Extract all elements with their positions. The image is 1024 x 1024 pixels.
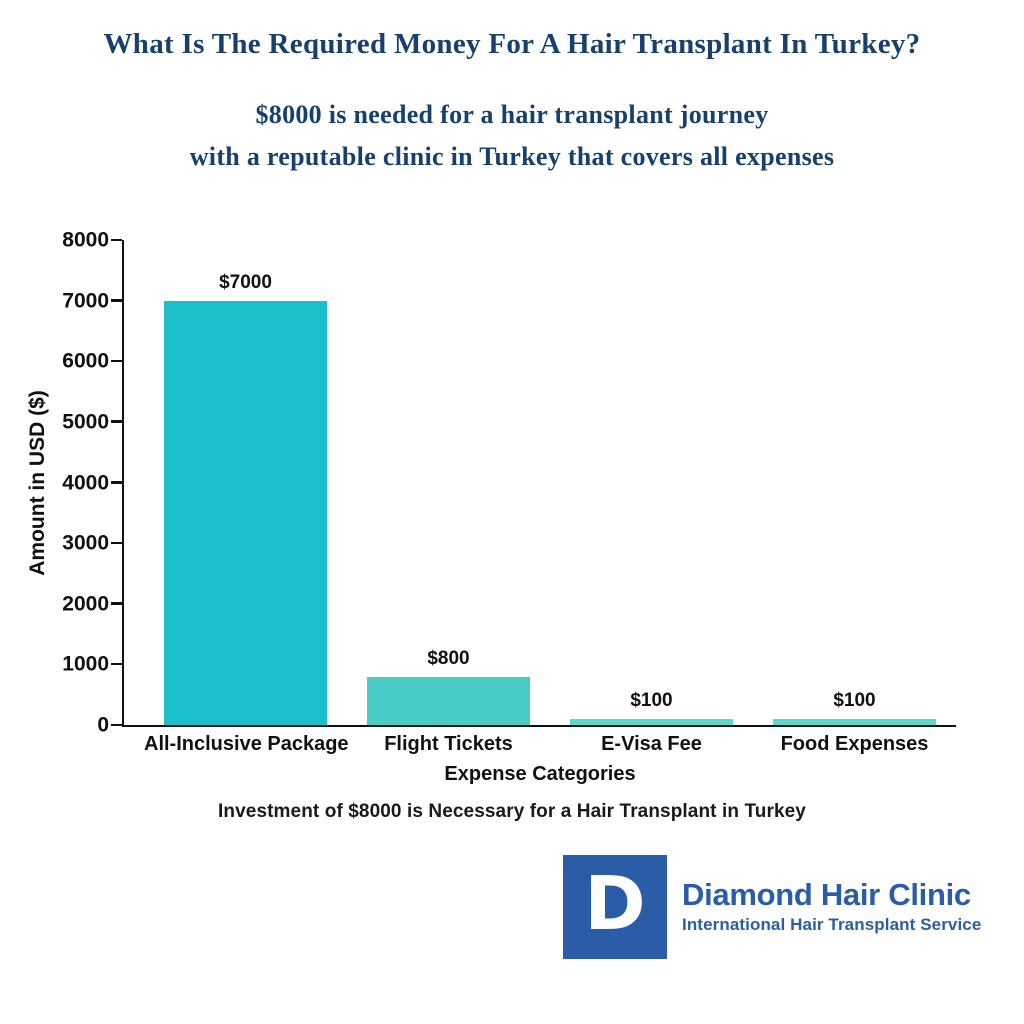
- logo-monogram: D: [584, 861, 646, 947]
- subtitle-line-2: with a reputable clinic in Turkey that c…: [189, 142, 835, 171]
- bars: $7000 $800 $100 $100: [144, 240, 956, 725]
- bar-slot: $100: [550, 240, 753, 725]
- x-axis-label: Expense Categories: [444, 763, 636, 785]
- y-tick-mark: [111, 481, 122, 484]
- x-category-label: All-Inclusive Package: [144, 733, 349, 755]
- x-category-label: Food Expenses: [780, 733, 929, 755]
- bar: $7000: [164, 272, 327, 725]
- y-tick-mark: [111, 420, 122, 423]
- x-category-label: Flight Tickets: [384, 733, 513, 755]
- y-tick-mark: [111, 299, 122, 302]
- bar: $800: [367, 648, 530, 725]
- y-tick-label: 7000: [62, 289, 109, 313]
- y-tick-mark: [111, 238, 122, 241]
- y-tick-mark: [111, 359, 122, 363]
- y-axis-label: Amount in USD ($): [26, 389, 49, 576]
- y-tick-label: 1000: [62, 652, 109, 676]
- bar-slot: $100: [753, 240, 956, 725]
- y-tick-label: 2000: [62, 592, 109, 616]
- y-tick-label: 4000: [62, 471, 109, 494]
- logo-tagline: International Hair Transplant Service: [682, 915, 982, 935]
- y-tick-mark: [111, 602, 122, 605]
- bar-value-label: $100: [630, 689, 673, 711]
- page-title: What Is The Required Money For A Hair Tr…: [103, 28, 921, 60]
- y-tick-mark: [111, 723, 122, 726]
- y-tick-label: 5000: [62, 410, 109, 434]
- logo-square-icon: D: [563, 855, 667, 959]
- y-tick-mark: [111, 541, 122, 545]
- bar-value-label: $7000: [219, 271, 272, 293]
- logo-text: Diamond Hair Clinic International Hair T…: [682, 876, 982, 936]
- bar: $100: [570, 690, 733, 725]
- bar-slot: $7000: [144, 240, 347, 725]
- x-category-label: E-Visa Fee: [601, 733, 702, 755]
- subtitle: $8000 is needed for a hair transplant jo…: [0, 94, 1024, 178]
- plot-area: Amount in USD ($) $7000 $800 $100 $100 All-…: [26, 230, 956, 785]
- y-tick-label: 0: [97, 713, 109, 737]
- y-tick-label: 6000: [62, 349, 109, 373]
- y-tick-mark: [111, 662, 122, 666]
- x-category-labels: All-Inclusive Package Flight Tickets E-Vis…: [144, 733, 956, 756]
- caption: Investment of $8000 is Necessary for a H…: [218, 801, 806, 822]
- y-tick-label: 3000: [62, 531, 109, 555]
- bar-slot: $800: [347, 240, 550, 725]
- bar-value-label: $100: [833, 689, 876, 711]
- bar: $100: [773, 690, 936, 725]
- logo: D Diamond Hair Clinic International Hair…: [563, 855, 981, 959]
- subtitle-line-1: $8000 is needed for a hair transplant jo…: [255, 100, 769, 129]
- bar-value-label: $800: [427, 647, 470, 669]
- y-tick-label: 8000: [62, 228, 109, 252]
- logo-name: Diamond Hair Clinic: [682, 876, 971, 912]
